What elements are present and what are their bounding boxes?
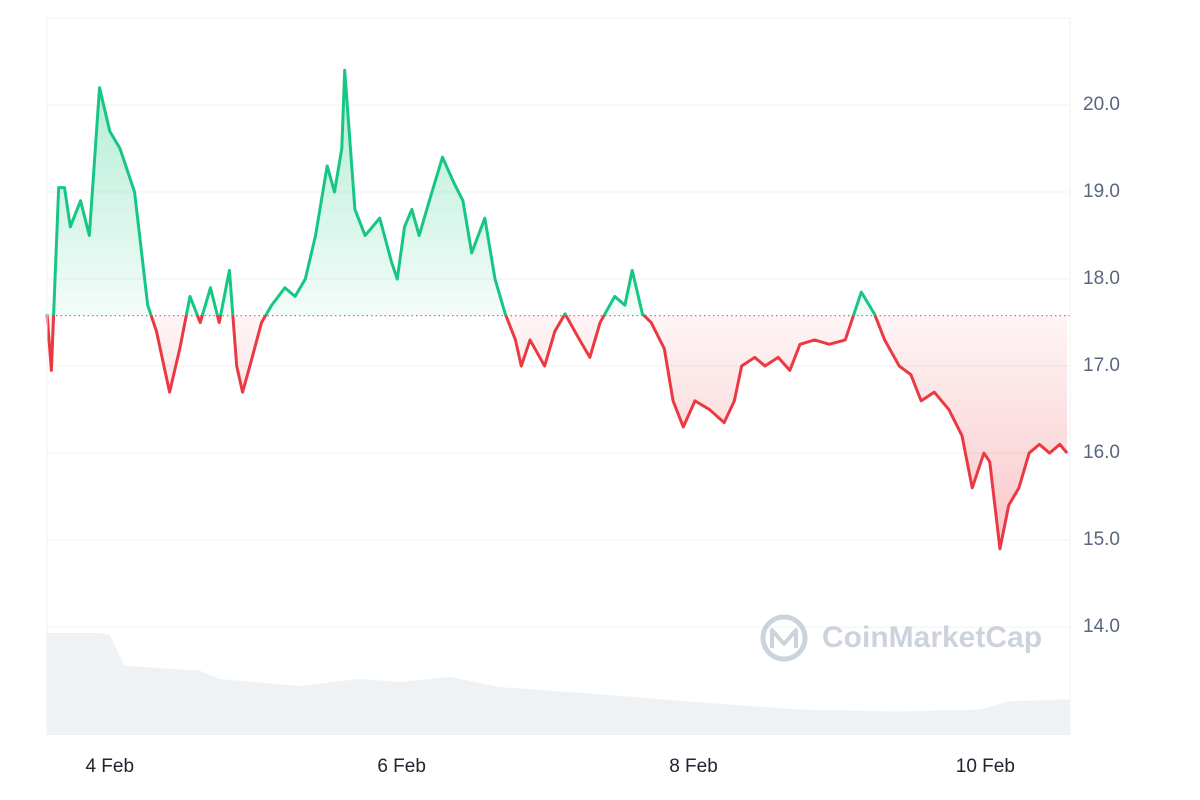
y-tick-label: 18.0 (1083, 268, 1120, 289)
watermark: CoinMarketCap (760, 614, 1042, 662)
x-tick-label: 8 Feb (669, 756, 718, 777)
area-below-baseline (47, 315, 1068, 549)
watermark-logo-mark (770, 628, 798, 648)
y-tick-label: 17.0 (1083, 355, 1120, 376)
y-tick-label: 15.0 (1083, 529, 1120, 550)
x-tick-label: 4 Feb (85, 756, 134, 777)
area-above-baseline (47, 70, 876, 316)
watermark-logo (760, 614, 808, 662)
y-tick-label: 19.0 (1083, 181, 1120, 202)
y-tick-label: 20.0 (1083, 94, 1120, 115)
x-tick-label: 10 Feb (956, 756, 1015, 777)
y-tick-label: 14.0 (1083, 616, 1120, 637)
volume-area (47, 633, 1070, 735)
x-tick-label: 6 Feb (377, 756, 426, 777)
watermark-text: CoinMarketCap (822, 621, 1042, 654)
y-tick-label: 16.0 (1083, 442, 1120, 463)
price-line (45, 68, 1069, 551)
